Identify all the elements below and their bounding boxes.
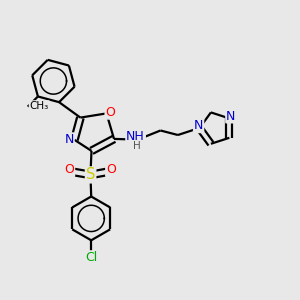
Text: CH₃: CH₃ xyxy=(29,101,49,111)
Text: N: N xyxy=(226,110,236,122)
Text: N: N xyxy=(64,133,74,146)
Text: Cl: Cl xyxy=(85,251,97,264)
Text: N: N xyxy=(194,119,203,132)
Text: O: O xyxy=(106,106,115,119)
Text: O: O xyxy=(64,163,74,176)
Text: S: S xyxy=(86,167,95,182)
Text: O: O xyxy=(106,163,116,176)
Text: NH: NH xyxy=(126,130,145,143)
Text: H: H xyxy=(133,141,141,151)
